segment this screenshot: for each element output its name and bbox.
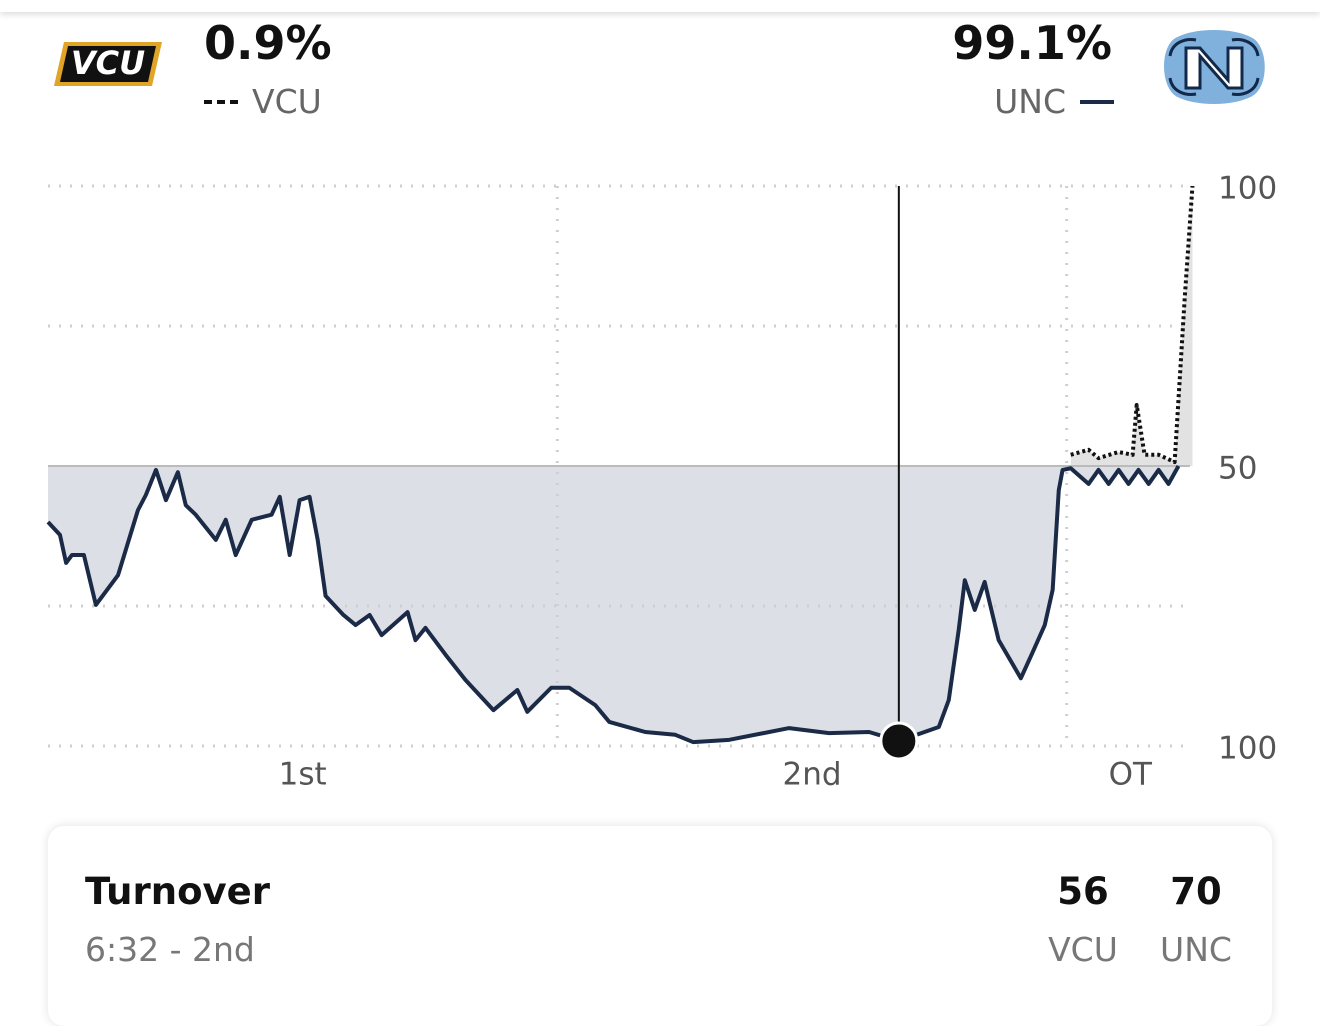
legend-entry: UNC [994,82,1114,121]
series-line [1070,185,1195,465]
page: VCU 0.9% VCU 99.1% UNC 100 50 100 1st 2nd OT … [46,16,1278,969]
score: 70 [1170,870,1222,913]
chart: 100 50 100 1st 2nd OT [46,171,1277,793]
score-team: UNC [1160,930,1232,969]
event-title: Turnover [85,870,270,913]
area [1070,186,1193,466]
event-time: 6:32 - 2nd [85,930,255,969]
score: 56 [1057,870,1109,913]
x-tick-label: OT [1109,757,1153,793]
legend-swatch [1080,99,1114,104]
y-tick-label: 100 [1218,171,1277,207]
x-tick-label: 1st [279,757,327,793]
current-point [879,721,919,761]
right-probability: 99.1% [952,16,1112,70]
legend-label: UNC [994,82,1066,121]
unc-logo [1161,27,1268,107]
area [48,466,1179,743]
legend-entry: VCU [204,82,322,121]
vcu-logo: VCU [54,42,162,86]
legend-swatch [204,99,238,104]
x-tick-label: 2nd [782,757,841,793]
series-line [46,465,1181,745]
event-card: Turnover 6:32 - 2nd 56 VCU 70 UNC [48,826,1272,1026]
left-probability: 0.9% [204,16,332,70]
score-team: VCU [1048,930,1118,969]
logo-text: VCU [71,44,145,82]
y-tick-label: 50 [1218,451,1257,487]
legend-label: VCU [252,82,322,121]
y-tick-label: 100 [1218,731,1277,767]
